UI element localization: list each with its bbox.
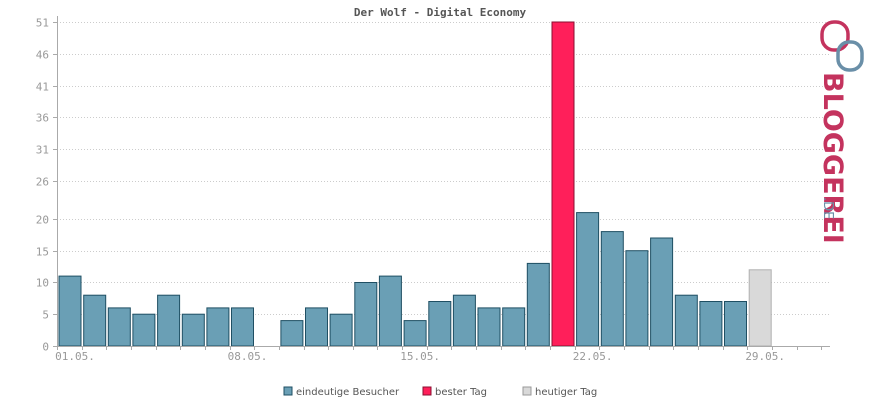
bar: [625, 250, 649, 347]
legend-swatch-heutiger-tag: [522, 386, 532, 396]
bar: [699, 301, 723, 347]
bar-today: [748, 269, 772, 347]
y-tick-label: 0: [42, 341, 49, 354]
y-tick-label: 36: [36, 112, 49, 125]
bar: [132, 313, 156, 347]
bar: [600, 231, 624, 347]
y-axis-ticks: 0 5 10 15 20 26 31 36 41 46 51: [36, 17, 57, 354]
grid: [57, 22, 830, 315]
x-tick-label: 15.05.: [400, 350, 440, 363]
bar: [83, 294, 107, 347]
bar: [58, 275, 82, 347]
chart-title: Der Wolf - Digital Economy: [354, 6, 527, 19]
legend-label-heutiger-tag: heutiger Tag: [535, 387, 597, 398]
bar: [403, 320, 427, 347]
x-tick-label: 01.05.: [55, 350, 95, 363]
bar: [354, 282, 378, 347]
x-tick-label: 22.05.: [573, 350, 613, 363]
y-tick-label: 41: [36, 81, 49, 94]
brand-name: BLOGGEREI: [817, 72, 848, 244]
bar: [107, 307, 131, 347]
bar: [674, 294, 698, 347]
brand-suffix: .DE: [820, 197, 835, 219]
bar: [502, 307, 526, 347]
legend: eindeutige Besucher bester Tag heutiger …: [283, 386, 597, 398]
bar: [231, 307, 254, 347]
bar: [452, 294, 476, 347]
bar-best-day: [551, 21, 575, 347]
bar: [305, 307, 328, 347]
bar: [576, 212, 600, 347]
y-tick-label: 46: [36, 49, 49, 62]
y-tick-label: 15: [36, 246, 49, 259]
bar: [157, 294, 181, 347]
bar: [378, 275, 402, 347]
bar: [181, 313, 205, 347]
legend-label-eindeutige-besucher: eindeutige Besucher: [296, 387, 400, 398]
x-tick-label: 08.05.: [228, 350, 268, 363]
bar: [428, 301, 452, 347]
bloggerei-logo-icon: [820, 20, 864, 72]
y-tick-label: 31: [36, 144, 49, 157]
bar: [724, 301, 747, 347]
legend-swatch-bester-tag: [422, 386, 432, 396]
bloggerei-brand: BLOGGEREI .DE: [817, 20, 864, 244]
y-tick-label: 26: [36, 176, 49, 189]
bar: [329, 313, 353, 347]
x-tick-label: 29.05.: [745, 350, 785, 363]
y-tick-label: 20: [36, 214, 49, 227]
bars: [58, 21, 772, 347]
x-axis-ticks: 01.05. 08.05. 15.05. 22.05. 29.05.: [55, 346, 822, 363]
legend-swatch-eindeutige-besucher: [283, 386, 293, 396]
y-tick-label: 5: [42, 309, 49, 322]
bar: [650, 237, 674, 347]
bar: [477, 307, 501, 347]
axes: [57, 16, 830, 347]
y-tick-label: 51: [36, 17, 49, 30]
bar: [280, 320, 304, 347]
bar: [206, 307, 230, 347]
bar: [526, 262, 550, 347]
y-tick-label: 10: [36, 277, 49, 290]
legend-label-bester-tag: bester Tag: [435, 387, 487, 398]
